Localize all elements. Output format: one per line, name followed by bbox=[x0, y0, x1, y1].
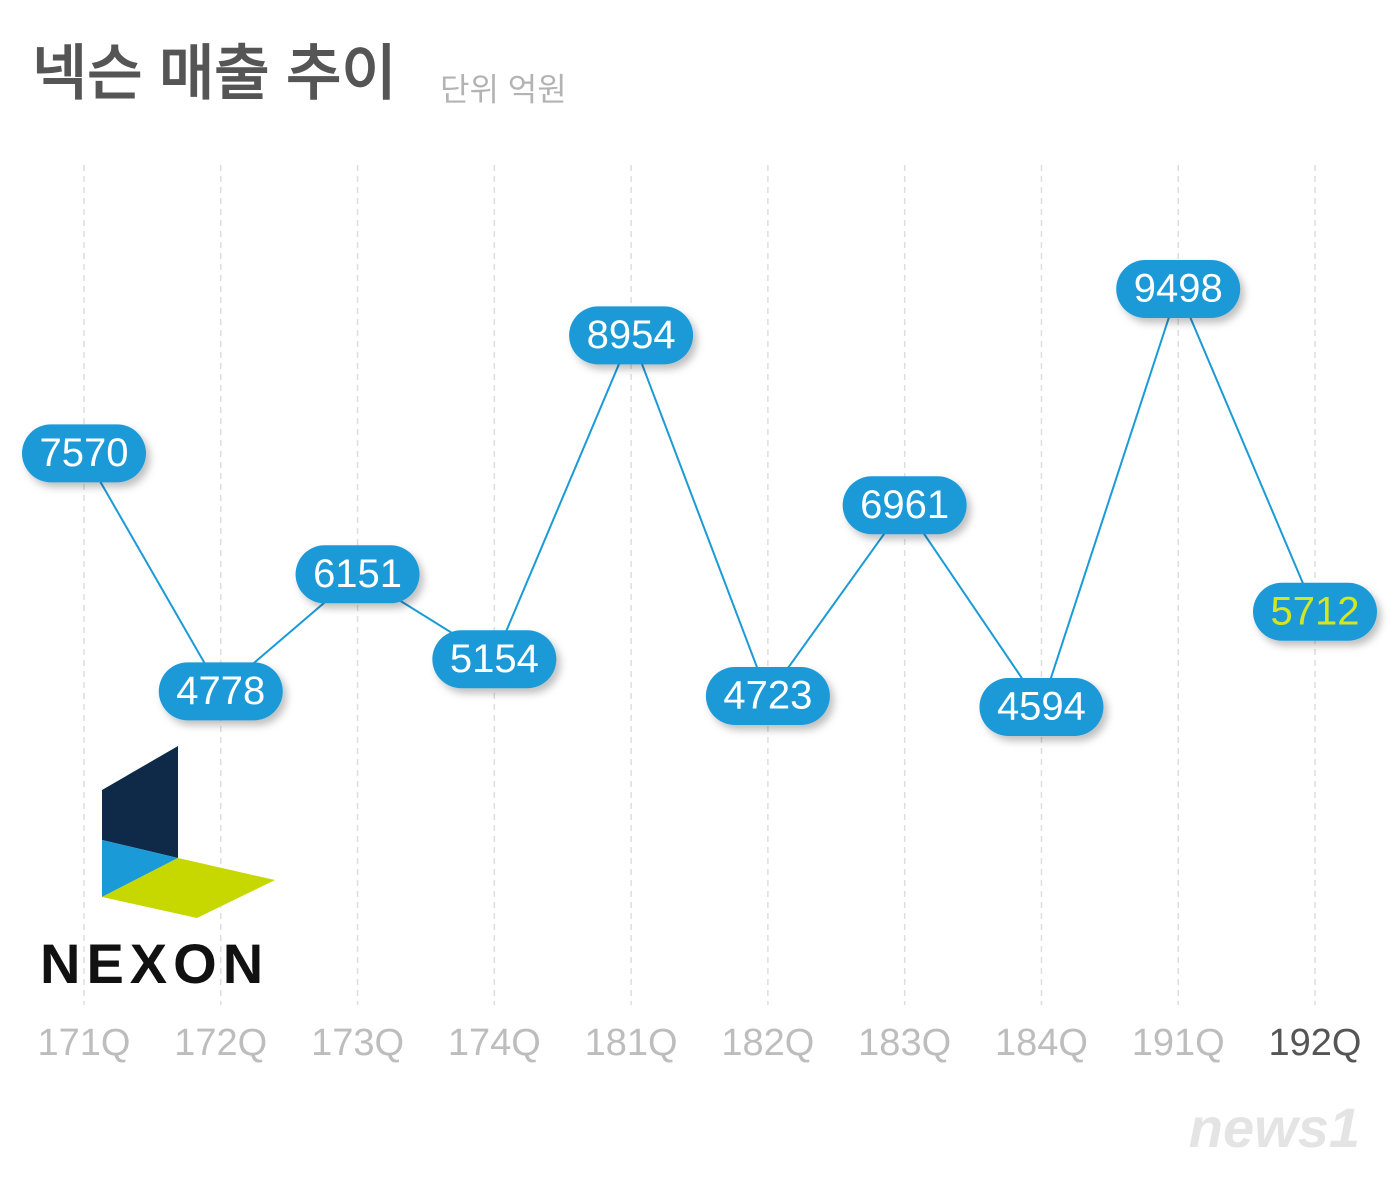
point-label: 8954 bbox=[569, 306, 694, 365]
x-tick-label: 184Q bbox=[995, 1022, 1088, 1064]
data-label: 4778 bbox=[176, 669, 265, 713]
line bbox=[83, 286, 1316, 710]
data-label: 8954 bbox=[587, 313, 676, 357]
point-label: 5712 bbox=[1253, 582, 1377, 641]
x-tick-label: 192Q bbox=[1269, 1022, 1362, 1064]
x-tick-label: 183Q bbox=[858, 1022, 951, 1064]
marker bbox=[569, 306, 694, 365]
data-label: 4594 bbox=[997, 685, 1086, 729]
x-tick-label: 172Q bbox=[174, 1022, 267, 1064]
point-label: 9498 bbox=[1116, 260, 1241, 318]
x-tick-label: 174Q bbox=[448, 1022, 541, 1064]
marker bbox=[842, 476, 967, 535]
chart-subtitle: 단위 억원 bbox=[440, 71, 567, 107]
marker bbox=[432, 630, 557, 689]
point-label: 4723 bbox=[705, 667, 830, 726]
x-tick-label: 182Q bbox=[721, 1022, 814, 1064]
data-label: 6151 bbox=[313, 552, 402, 596]
data-label: 5712 bbox=[1271, 589, 1360, 633]
point-label: 6961 bbox=[842, 476, 967, 535]
marker bbox=[705, 667, 830, 726]
marker bbox=[295, 545, 420, 604]
data-label: 5154 bbox=[450, 637, 539, 681]
marker bbox=[1116, 260, 1241, 318]
marker bbox=[22, 424, 146, 483]
marker bbox=[158, 662, 283, 721]
marker bbox=[979, 678, 1104, 736]
point-label: 6151 bbox=[295, 545, 420, 604]
data-label: 6961 bbox=[860, 483, 949, 527]
x-tick-label: 191Q bbox=[1132, 1022, 1225, 1064]
point-label: 7570 bbox=[22, 424, 146, 483]
data-label: 4723 bbox=[723, 674, 812, 718]
logo: NEXON bbox=[40, 746, 275, 995]
logo-text: NEXON bbox=[40, 932, 269, 995]
point-label: 5154 bbox=[432, 630, 557, 689]
x-tick-label: 171Q bbox=[38, 1022, 131, 1064]
x-tick-label: 181Q bbox=[585, 1022, 678, 1064]
chart-title: 넥슨 매출 추이 bbox=[32, 40, 397, 107]
data-label: 7570 bbox=[40, 431, 129, 475]
x-tick-label: 173Q bbox=[311, 1022, 404, 1064]
marker bbox=[1253, 582, 1377, 641]
point-label: 4594 bbox=[979, 678, 1104, 736]
data-label: 9498 bbox=[1134, 267, 1223, 311]
watermark: news1 bbox=[1189, 1096, 1360, 1159]
point-label: 4778 bbox=[158, 662, 283, 721]
